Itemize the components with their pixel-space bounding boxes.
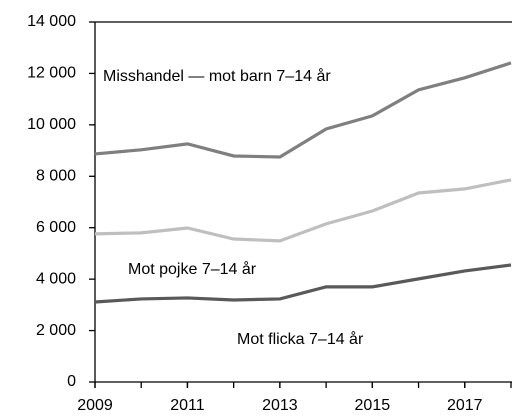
y-tick-label: 2 000 bbox=[36, 322, 76, 339]
series-line bbox=[94, 263, 512, 304]
x-tick-label: 2013 bbox=[262, 397, 298, 414]
y-tick-label: 12 000 bbox=[27, 65, 76, 82]
series-label: Mot flicka 7–14 år bbox=[237, 330, 364, 348]
x-tick-label: 2015 bbox=[355, 397, 391, 414]
x-tick-label: 2011 bbox=[170, 397, 205, 414]
y-tick-label: 4 000 bbox=[36, 270, 76, 287]
series-label: Mot pojke 7–14 år bbox=[128, 260, 257, 278]
x-tick-label: 2009 bbox=[77, 397, 113, 414]
series-label: Misshandel — mot barn 7–14 år bbox=[103, 67, 331, 85]
y-tick-label: 6 000 bbox=[36, 219, 76, 236]
y-tick-label: 0 bbox=[67, 373, 76, 390]
y-tick-label: 8 000 bbox=[36, 168, 76, 185]
series-line bbox=[94, 178, 512, 243]
y-tick-label: 10 000 bbox=[27, 116, 76, 133]
y-tick-label: 14 000 bbox=[27, 13, 76, 30]
x-tick-label: 2017 bbox=[447, 397, 483, 414]
series-line bbox=[94, 61, 512, 159]
